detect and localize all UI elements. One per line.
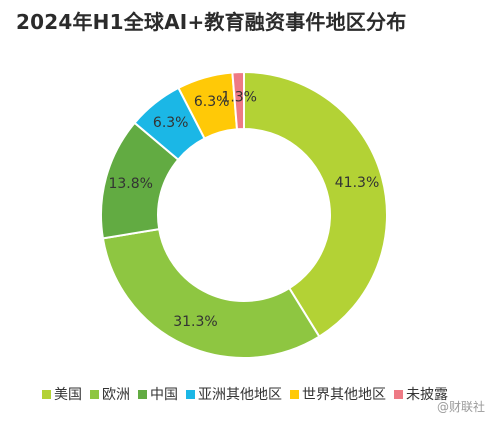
legend-label-5: 未披露 [406,387,448,403]
legend-swatch-2 [138,389,147,399]
legend-label-4: 世界其他地区 [302,387,386,403]
chart-title: 2024年H1全球AI+教育融资事件地区分布 [16,10,407,34]
legend-item-4: 世界其他地区 [290,384,386,404]
legend-label-1: 欧洲 [102,387,130,403]
legend-label-3: 亚洲其他地区 [198,387,282,403]
legend-item-3: 亚洲其他地区 [186,384,282,404]
slice-label-5: 1.3% [221,90,257,106]
legend-swatch-5 [394,389,403,399]
legend-item-5: 未披露 [394,384,448,404]
slice-label-4: 6.3% [194,94,230,110]
slice-label-0: 41.3% [335,175,379,191]
slice-label-3: 6.3% [153,115,189,131]
slice-label-2: 13.8% [108,176,152,192]
slice-label-1: 31.3% [173,314,217,330]
legend-swatch-0 [42,389,51,399]
legend-swatch-3 [186,389,195,399]
legend-label-2: 中国 [150,387,178,403]
legend-swatch-1 [90,389,99,399]
legend-item-1: 欧洲 [90,384,130,404]
legend-swatch-4 [290,389,299,399]
legend-item-0: 美国 [42,384,82,404]
pie-slice-1 [101,227,321,359]
chart-legend: 美国 欧洲 中国 亚洲其他地区 世界其他地区 未披露 [42,384,448,404]
pie-slice-5 [231,70,245,131]
pie-slice-0 [243,70,388,338]
legend-label-0: 美国 [54,387,82,403]
watermark: @财联社 [436,400,485,414]
legend-item-2: 中国 [138,384,178,404]
